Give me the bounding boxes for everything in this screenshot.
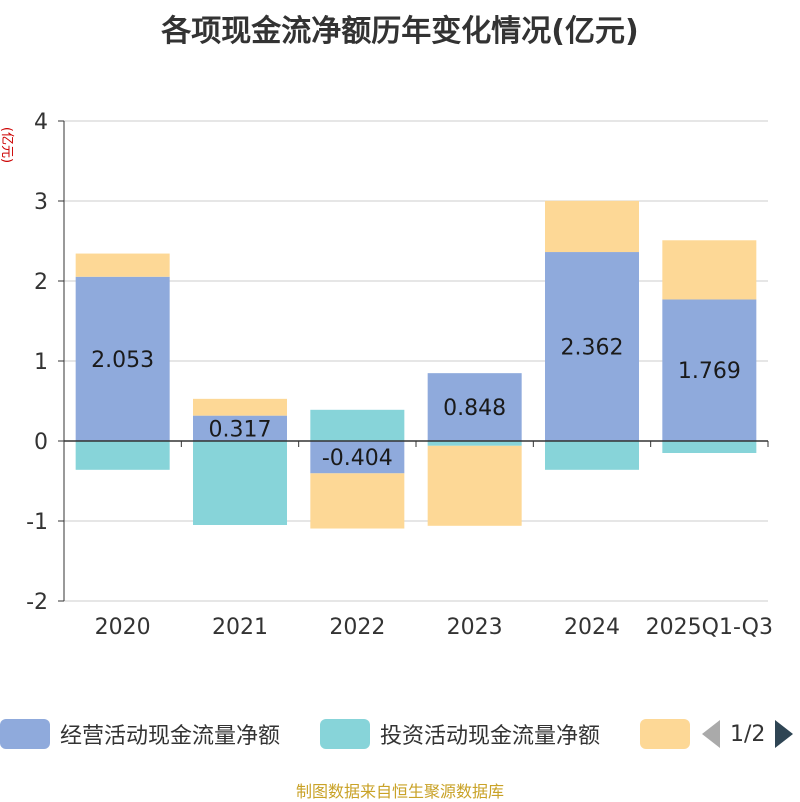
x-tick-label-2025Q1-Q3: 2025Q1-Q3 — [646, 615, 773, 640]
y-tick-label: 3 — [34, 190, 48, 215]
data-label-2021: 0.317 — [209, 417, 272, 442]
bar-series-2-2023 — [427, 445, 522, 526]
bar-series-1-2022 — [310, 409, 405, 441]
y-tick-label: -1 — [26, 510, 48, 535]
source-note: 制图数据来自恒生聚源数据库 — [295, 782, 504, 801]
bar-series-0-2022 — [310, 441, 405, 474]
legend: 经营活动现金流量净额 投资活动现金流量净额 1/2 — [0, 716, 800, 752]
pager-text: 1/2 — [730, 721, 766, 747]
bar-series-2-2025Q1-Q3 — [662, 240, 757, 300]
bar-series-2-2021 — [193, 398, 287, 416]
bar-series-2-2020 — [75, 253, 170, 277]
bar-series-1-2020 — [75, 441, 170, 470]
bar-series-1-2023 — [427, 441, 522, 446]
legend-pager: 1/2 — [702, 716, 794, 752]
x-tick-label-2023: 2023 — [447, 615, 503, 640]
chart-title: 各项现金流净额历年变化情况(亿元) — [161, 14, 639, 49]
x-tick-label-2024: 2024 — [564, 615, 620, 640]
legend-item-investing[interactable]: 投资活动现金流量净额 — [320, 716, 600, 752]
bar-series-0-2023 — [427, 373, 522, 441]
bar-series-2-2024 — [545, 200, 639, 253]
legend-label-operating: 经营活动现金流量净额 — [60, 724, 281, 749]
data-label-2024: 2.362 — [561, 336, 624, 361]
bar-series-1-2024 — [545, 441, 639, 470]
y-axis-label: (亿元) — [0, 127, 14, 163]
pager-next-icon[interactable] — [775, 720, 794, 748]
bar-series-0-2025Q1-Q3 — [662, 299, 757, 441]
bar-series-0-2021 — [193, 415, 287, 441]
bar-series-2-2022 — [310, 473, 405, 529]
x-tick-label-2022: 2022 — [329, 615, 385, 640]
pager-prev-icon[interactable] — [702, 720, 720, 748]
y-tick-label: 0 — [34, 430, 48, 455]
legend-item-operating[interactable]: 经营活动现金流量净额 — [0, 716, 280, 752]
x-tick-label-2020: 2020 — [95, 615, 151, 640]
bar-series-1-2025Q1-Q3 — [662, 441, 757, 453]
data-label-2025Q1-Q3: 1.769 — [678, 359, 741, 384]
legend-label-investing: 投资活动现金流量净额 — [380, 724, 601, 749]
bar-series-1-2021 — [193, 441, 287, 525]
data-label-2022: -0.404 — [322, 446, 393, 471]
legend-swatch-third — [640, 719, 690, 749]
y-tick-label: 4 — [34, 110, 48, 135]
bar-series-0-2024 — [545, 252, 639, 441]
bar-series-0-2020 — [75, 276, 170, 441]
x-tick-label-2021: 2021 — [212, 615, 268, 640]
data-label-2023: 0.848 — [443, 396, 506, 421]
y-tick-label: 1 — [34, 350, 48, 375]
data-label-2020: 2.053 — [91, 348, 154, 373]
y-tick-label: -2 — [26, 590, 48, 615]
y-tick-label: 2 — [34, 270, 48, 295]
legend-item-third[interactable] — [640, 716, 690, 752]
legend-swatch-investing — [320, 719, 370, 749]
legend-swatch-operating — [0, 719, 50, 749]
